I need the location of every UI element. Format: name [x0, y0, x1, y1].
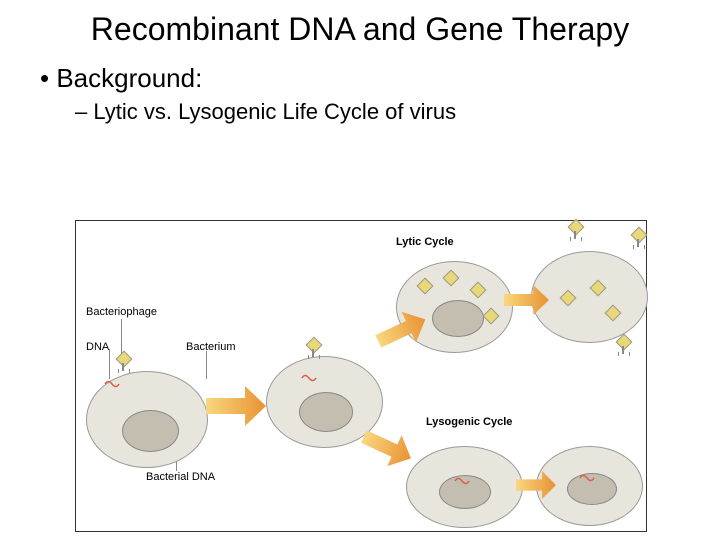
phage-particle-icon [470, 282, 487, 299]
phage-particle-icon [560, 290, 577, 307]
lifecycle-diagram: Lytic Cycle Lysogenic Cycle Bacteriophag… [75, 220, 647, 532]
leader-line [109, 349, 110, 379]
page-title: Recombinant DNA and Gene Therapy [60, 10, 660, 48]
bullet-lytic-lysogenic: – Lytic vs. Lysogenic Life Cycle of viru… [75, 99, 720, 125]
phage-particle-icon [417, 278, 434, 295]
lysogenic-cycle-label: Lysogenic Cycle [426, 416, 512, 428]
bacterium-cell-lysed [531, 251, 648, 343]
dna-icon [579, 473, 595, 483]
dna-icon [454, 476, 470, 486]
dna-icon [301, 373, 317, 383]
phage-particle-icon [590, 280, 607, 297]
bacterium-cell [396, 261, 513, 353]
phage-particle-icon [605, 305, 622, 322]
bacteriophage-label: Bacteriophage [86, 306, 157, 318]
dna-icon [104, 379, 120, 389]
bullet-background: • Background: [40, 63, 720, 94]
phage-particle-icon [483, 308, 500, 325]
lytic-cycle-label: Lytic Cycle [396, 236, 454, 248]
bacterium-cell [406, 446, 523, 528]
leader-line [121, 319, 122, 354]
bacterial-dna-region [432, 300, 484, 337]
leader-line [206, 351, 207, 379]
bacterial-dna-region [122, 410, 179, 452]
dna-label: DNA [86, 341, 109, 353]
bacterial-dna-region [299, 392, 353, 432]
bacterial-dna-label: Bacterial DNA [146, 471, 215, 483]
bacterium-label: Bacterium [186, 341, 236, 353]
phage-particle-icon [443, 270, 460, 287]
